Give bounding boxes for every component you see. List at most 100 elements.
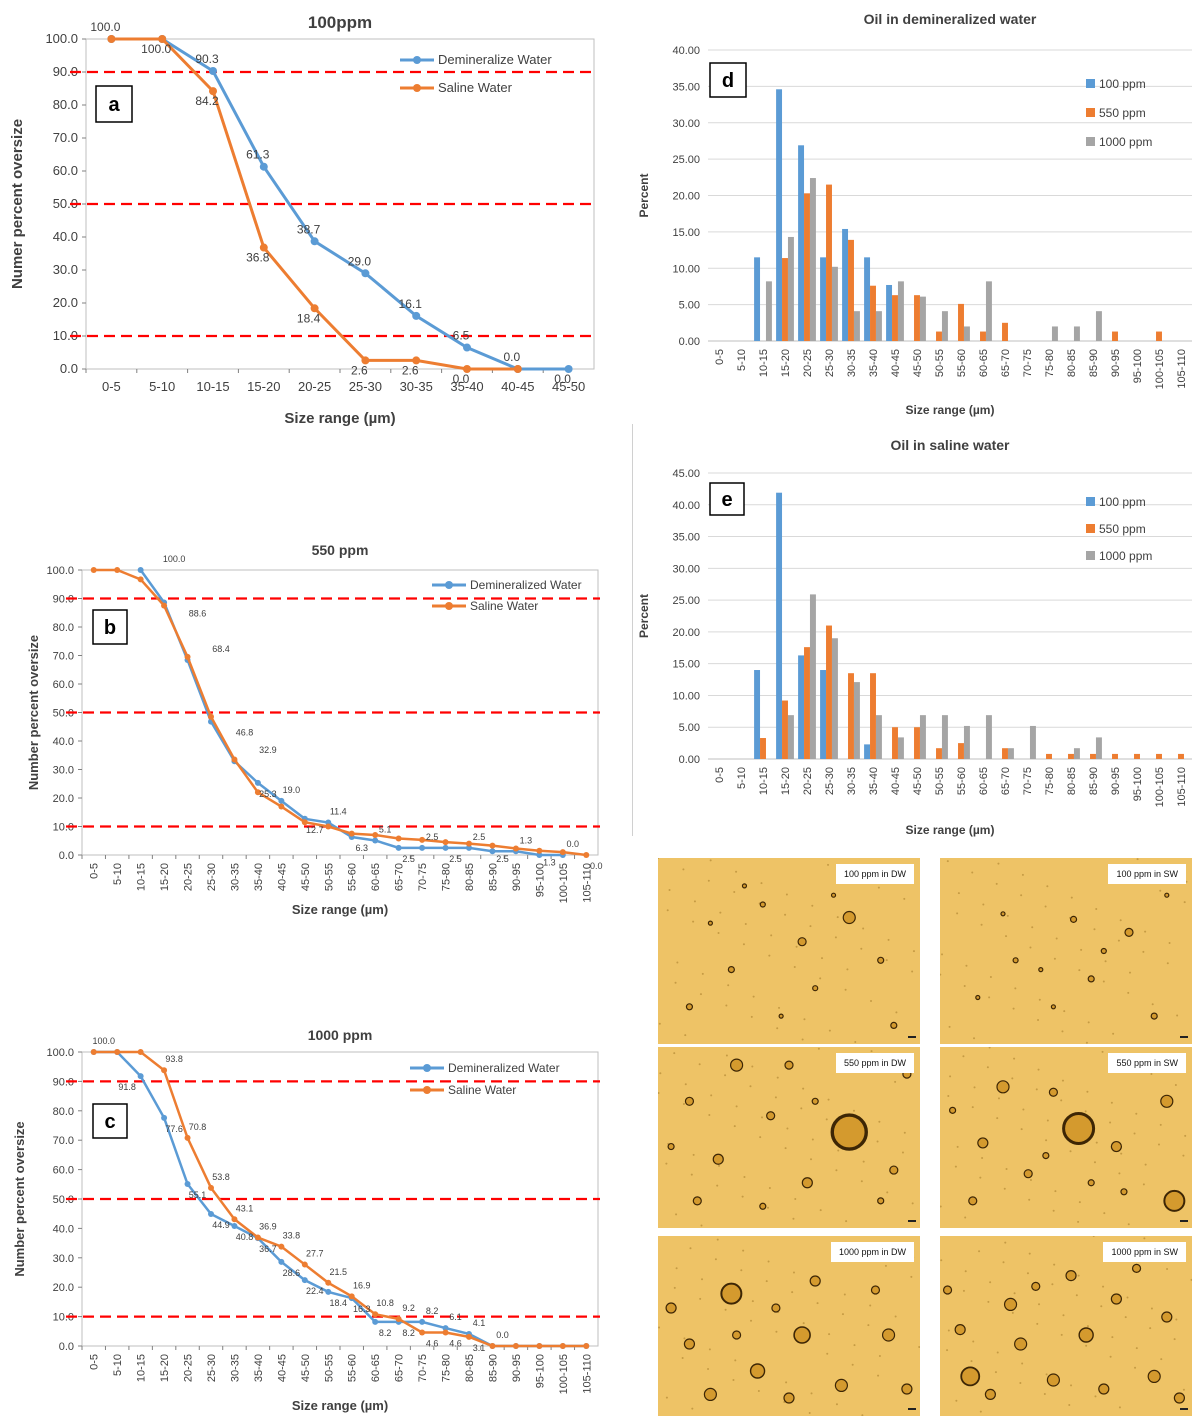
particle bbox=[877, 1374, 880, 1377]
oil-droplet bbox=[1098, 1383, 1110, 1395]
y-tick-label: 20.0 bbox=[53, 793, 74, 805]
y-tick-label: 50.0 bbox=[53, 196, 78, 211]
y-tick-label: 60.0 bbox=[53, 1165, 74, 1177]
x-tick-label: 65-70 bbox=[1000, 767, 1012, 795]
particle bbox=[1005, 1167, 1008, 1170]
x-tick-label: 45-50 bbox=[300, 863, 312, 891]
particle bbox=[775, 1330, 778, 1333]
data-label: 29.0 bbox=[348, 254, 372, 268]
data-point bbox=[536, 1343, 543, 1349]
legend-label: Saline Water bbox=[470, 599, 538, 613]
bar bbox=[1073, 748, 1080, 759]
particle bbox=[1159, 889, 1162, 892]
oil-droplet bbox=[1150, 1012, 1158, 1020]
particle bbox=[1020, 894, 1023, 897]
particle bbox=[964, 1216, 967, 1219]
oil-droplet bbox=[1014, 1337, 1028, 1351]
data-point bbox=[512, 845, 519, 852]
particle bbox=[1068, 1404, 1071, 1407]
data-label: 6.3 bbox=[355, 843, 368, 853]
particle bbox=[791, 1291, 794, 1294]
data-label: 16.3 bbox=[353, 1304, 371, 1314]
x-tick-label: 75-80 bbox=[441, 1354, 453, 1382]
data-label: 12.7 bbox=[306, 825, 324, 835]
particle bbox=[1085, 1344, 1088, 1347]
particle bbox=[835, 1169, 838, 1172]
particle bbox=[1086, 1325, 1089, 1328]
data-point bbox=[442, 839, 449, 846]
particle bbox=[1135, 1112, 1138, 1115]
particle bbox=[1019, 1382, 1022, 1385]
particle bbox=[963, 984, 966, 987]
data-label: 36.8 bbox=[246, 251, 270, 265]
x-tick-label: 50-55 bbox=[934, 767, 946, 795]
legend-swatch bbox=[1086, 79, 1095, 88]
data-point bbox=[583, 1343, 590, 1349]
micrograph-label: 1000 ppm in SW bbox=[1103, 1242, 1186, 1262]
data-point bbox=[583, 852, 590, 858]
data-label: 1.3 bbox=[520, 835, 533, 845]
y-tick-label: 0.0 bbox=[59, 1341, 74, 1353]
oil-droplet bbox=[830, 1113, 868, 1151]
particle bbox=[1103, 1212, 1106, 1215]
y-tick-label: 50.0 bbox=[53, 708, 74, 720]
x-tick-label: 45-50 bbox=[912, 767, 924, 795]
x-tick-label: 105-110 bbox=[581, 1354, 593, 1394]
data-point bbox=[254, 1234, 261, 1241]
data-point bbox=[412, 356, 421, 365]
particle bbox=[774, 1096, 777, 1099]
bar bbox=[782, 258, 788, 341]
y-tick-label: 100.0 bbox=[45, 31, 78, 46]
x-tick-label: 10-15 bbox=[196, 379, 229, 394]
particle bbox=[744, 923, 747, 926]
particle bbox=[826, 1352, 829, 1355]
particle bbox=[691, 1407, 694, 1410]
data-point bbox=[489, 842, 496, 849]
particle bbox=[1046, 1119, 1049, 1122]
y-tick-label: 40.00 bbox=[672, 500, 700, 512]
data-point bbox=[310, 304, 319, 313]
panel-label-box bbox=[709, 62, 747, 98]
particle bbox=[1175, 1318, 1178, 1321]
particle bbox=[801, 1038, 804, 1041]
particle bbox=[910, 1275, 913, 1278]
y-tick-label: 10.0 bbox=[53, 328, 78, 343]
legend-swatch bbox=[1086, 551, 1095, 560]
oil-droplet bbox=[1087, 975, 1095, 983]
data-label: 25.3 bbox=[259, 789, 277, 799]
particle bbox=[768, 954, 771, 957]
data-point bbox=[259, 243, 268, 252]
data-point bbox=[114, 567, 121, 573]
oil-droplet bbox=[783, 1392, 795, 1404]
particle bbox=[895, 1011, 898, 1014]
particle bbox=[1144, 930, 1147, 933]
particle bbox=[741, 1195, 744, 1198]
oil-droplet bbox=[1046, 1373, 1061, 1387]
oil-droplet bbox=[759, 901, 766, 908]
particle bbox=[785, 893, 788, 896]
bar-chart-demineralized: Oil in demineralized water 0.00 5.00 10.00 1… bbox=[637, 11, 1192, 417]
particle bbox=[894, 1080, 897, 1083]
particle bbox=[1157, 1143, 1160, 1146]
data-label: 6.5 bbox=[453, 329, 470, 343]
particle bbox=[965, 964, 968, 967]
particle bbox=[987, 1300, 990, 1303]
oil-droplet bbox=[1048, 1087, 1059, 1097]
data-point bbox=[278, 797, 285, 804]
particle bbox=[1151, 1003, 1154, 1006]
data-label: 0.0 bbox=[496, 1330, 509, 1340]
data-label: 53.8 bbox=[212, 1172, 230, 1182]
particle bbox=[912, 950, 915, 953]
particle bbox=[684, 1034, 687, 1037]
data-label: 2.5 bbox=[426, 832, 439, 842]
particle bbox=[972, 1340, 975, 1343]
x-tick-label: 10-15 bbox=[758, 767, 770, 795]
bar bbox=[831, 638, 838, 759]
x-tick-label: 60-65 bbox=[370, 863, 382, 891]
x-tick-label: 40-45 bbox=[501, 379, 534, 394]
particle bbox=[1143, 1237, 1146, 1240]
oil-droplet bbox=[720, 1282, 743, 1305]
bar bbox=[754, 257, 761, 341]
x-tick-label: 25-30 bbox=[824, 349, 836, 377]
bar bbox=[1002, 322, 1008, 341]
